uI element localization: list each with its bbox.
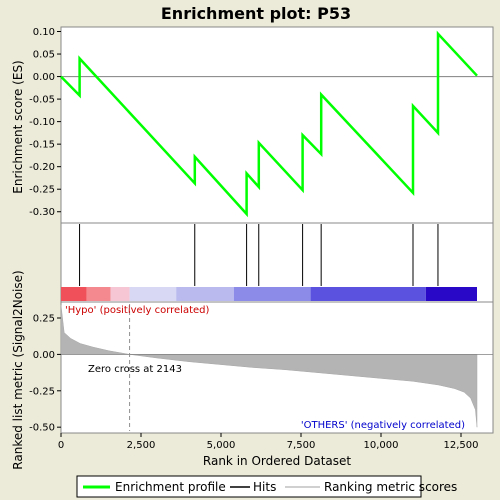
es-y-axis-title: Enrichment score (ES) <box>11 60 25 193</box>
legend-metric-label: Ranking metric scores <box>324 480 457 494</box>
negative-correlation-label: 'OTHERS' (negatively correlated) <box>301 420 465 431</box>
metric-y-axis-title: Ranked list metric (Signal2Noise) <box>11 270 25 469</box>
es-y-axis-ticks: 0.10 0.05 0.00 -0.05 -0.10 -0.15 -0.20 -0.25 -0.… <box>29 27 61 218</box>
es-y-tick-label: -0.30 <box>29 207 55 218</box>
x-axis-ticks: 0 2,500 5,000 7,500 10,000 12,500 <box>58 433 479 451</box>
es-y-tick-label: -0.05 <box>29 95 55 106</box>
x-tick-label: 5,000 <box>207 440 236 451</box>
es-y-tick-label: 0.00 <box>33 72 55 83</box>
chart-title: Enrichment plot: P53 <box>161 4 351 23</box>
x-tick-label: 2,500 <box>127 440 156 451</box>
metric-y-tick-label: -0.25 <box>29 386 55 397</box>
color-bar-segment <box>234 287 311 301</box>
color-bar-segment <box>130 287 177 301</box>
metric-y-tick-label: -0.50 <box>29 423 55 434</box>
x-axis-title: Rank in Ordered Dataset <box>203 454 351 468</box>
zero-cross-label: Zero cross at 2143 <box>88 364 182 375</box>
es-y-tick-label: 0.10 <box>33 27 55 38</box>
x-tick-label: 7,500 <box>287 440 316 451</box>
color-bar-segment <box>311 287 426 301</box>
x-tick-label: 0 <box>58 440 64 451</box>
color-bar-segment <box>61 287 87 301</box>
es-panel-frame <box>61 27 493 223</box>
rank-color-bar <box>61 287 477 301</box>
x-tick-label: 12,500 <box>444 440 479 451</box>
legend-enrichment-label: Enrichment profile <box>115 480 226 494</box>
metric-y-axis-ticks: 0.25 0.00 -0.25 -0.50 <box>29 314 61 434</box>
es-y-tick-label: 0.05 <box>33 50 55 61</box>
positive-correlation-label: 'Hypo' (positively correlated) <box>65 305 210 316</box>
metric-y-tick-label: 0.00 <box>33 350 55 361</box>
color-bar-segment <box>426 287 477 301</box>
color-bar-segment <box>111 287 130 301</box>
metric-y-tick-label: 0.25 <box>33 314 55 325</box>
es-y-tick-label: -0.20 <box>29 162 55 173</box>
color-bar-segment <box>176 287 234 301</box>
legend-hits-label: Hits <box>253 480 276 494</box>
es-y-tick-label: -0.10 <box>29 117 55 128</box>
color-bar-segment <box>87 287 111 301</box>
es-y-tick-label: -0.25 <box>29 185 55 196</box>
es-y-tick-label: -0.15 <box>29 140 55 151</box>
x-tick-label: 10,000 <box>364 440 399 451</box>
